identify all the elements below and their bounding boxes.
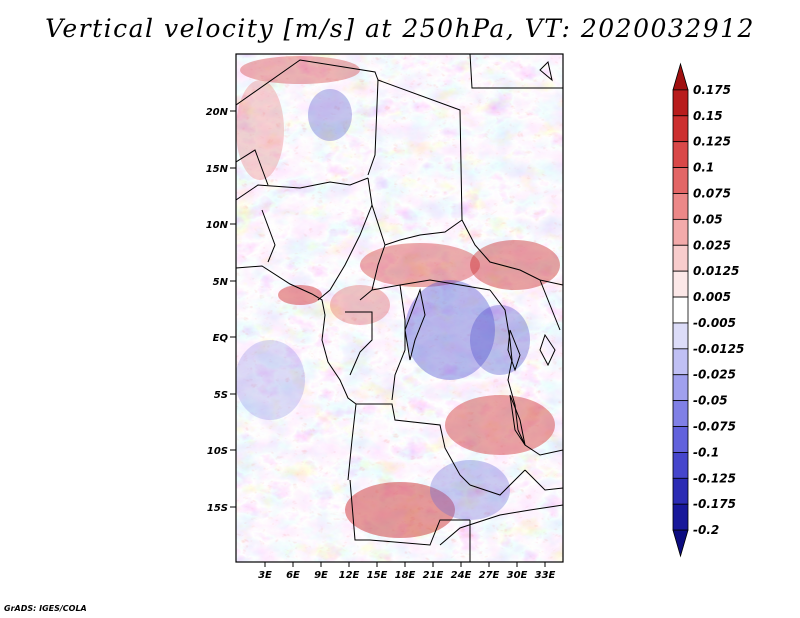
- map-title: Vertical velocity [m/s] at 250hPa, VT: 2…: [45, 14, 755, 43]
- colorbar-label: 0.15: [693, 109, 723, 123]
- colorbar-swatch: [672, 452, 689, 479]
- colorbar-label: -0.1: [693, 445, 719, 459]
- colorbar-label: -0.025: [693, 368, 736, 382]
- grads-credit: GrADS: IGES/COLA: [4, 604, 87, 613]
- lon-label: 21E: [423, 570, 444, 581]
- lon-label: 6E: [286, 570, 300, 581]
- lon-label: 9E: [314, 570, 328, 581]
- lat-label: 15N: [206, 164, 229, 175]
- colorbar-label: -0.2: [693, 523, 719, 537]
- lat-label: 10S: [207, 446, 228, 457]
- colorbar-label: -0.125: [693, 471, 736, 485]
- lat-label: 10N: [206, 220, 229, 231]
- colorbar-swatch: [672, 426, 689, 453]
- colorbar-swatch: [672, 477, 689, 505]
- colorbar-bottom-arrow: [672, 529, 689, 558]
- colorbar-label: 0.175: [693, 83, 731, 97]
- lon-label: 12E: [339, 570, 360, 581]
- colorbar-label: 0.025: [693, 238, 731, 252]
- colorbar-label: -0.05: [693, 394, 728, 408]
- colorbar-label: -0.0125: [693, 342, 744, 356]
- lon-label: 18E: [395, 570, 416, 581]
- lon-label: 30E: [507, 570, 528, 581]
- lon-label: 3E: [258, 570, 272, 581]
- lat-label: 15S: [207, 503, 228, 514]
- colorbar-label: 0.1: [693, 161, 714, 175]
- colorbar-label: 0.005: [693, 290, 731, 304]
- colorbar-swatch: [672, 322, 689, 350]
- colorbar-swatch: [672, 218, 689, 246]
- lat-label: 20N: [206, 107, 229, 118]
- colorbar-swatch: [672, 193, 689, 220]
- colorbar-swatch: [672, 115, 689, 143]
- colorbar-label: -0.175: [693, 497, 736, 511]
- colorbar-swatch: [672, 141, 689, 168]
- velocity-field: [236, 54, 563, 562]
- lon-label: 27E: [479, 570, 500, 581]
- colorbar-top-arrow: [672, 62, 689, 91]
- latitude-axis: 20N 15N 10N 5N EQ 5S 10S 15S: [206, 107, 236, 514]
- colorbar-swatch: [672, 503, 689, 531]
- lat-label: 5S: [214, 390, 228, 401]
- colorbar-label: 0.05: [693, 212, 723, 226]
- colorbar: 0.175 0.15 0.125 0.1 0.075 0.05 0.025 0.0125 0.0…: [672, 62, 744, 558]
- colorbar-swatch: [672, 89, 689, 117]
- colorbar-label: -0.005: [693, 316, 736, 330]
- lon-label: 15E: [367, 570, 388, 581]
- colorbar-swatch: [672, 296, 689, 324]
- map-frame: [235, 53, 564, 563]
- lat-label: 5N: [213, 277, 229, 288]
- colorbar-swatch: [672, 374, 689, 402]
- colorbar-swatch: [672, 348, 689, 376]
- country-borders: [236, 54, 563, 562]
- colorbar-label: 0.0125: [693, 264, 739, 278]
- lon-label: 24E: [451, 570, 472, 581]
- colorbar-label: 0.125: [693, 135, 731, 149]
- colorbar-label: -0.075: [693, 420, 736, 434]
- colorbar-swatch: [672, 167, 689, 194]
- longitude-axis: 3E 6E 9E 12E 15E 18E 21E 24E 27E 30E 33E: [258, 562, 556, 581]
- colorbar-swatch: [672, 400, 689, 427]
- lat-label: EQ: [213, 333, 229, 344]
- colorbar-swatch: [672, 270, 689, 298]
- lon-label: 33E: [535, 570, 556, 581]
- colorbar-swatch: [672, 244, 689, 272]
- colorbar-label: 0.075: [693, 186, 731, 200]
